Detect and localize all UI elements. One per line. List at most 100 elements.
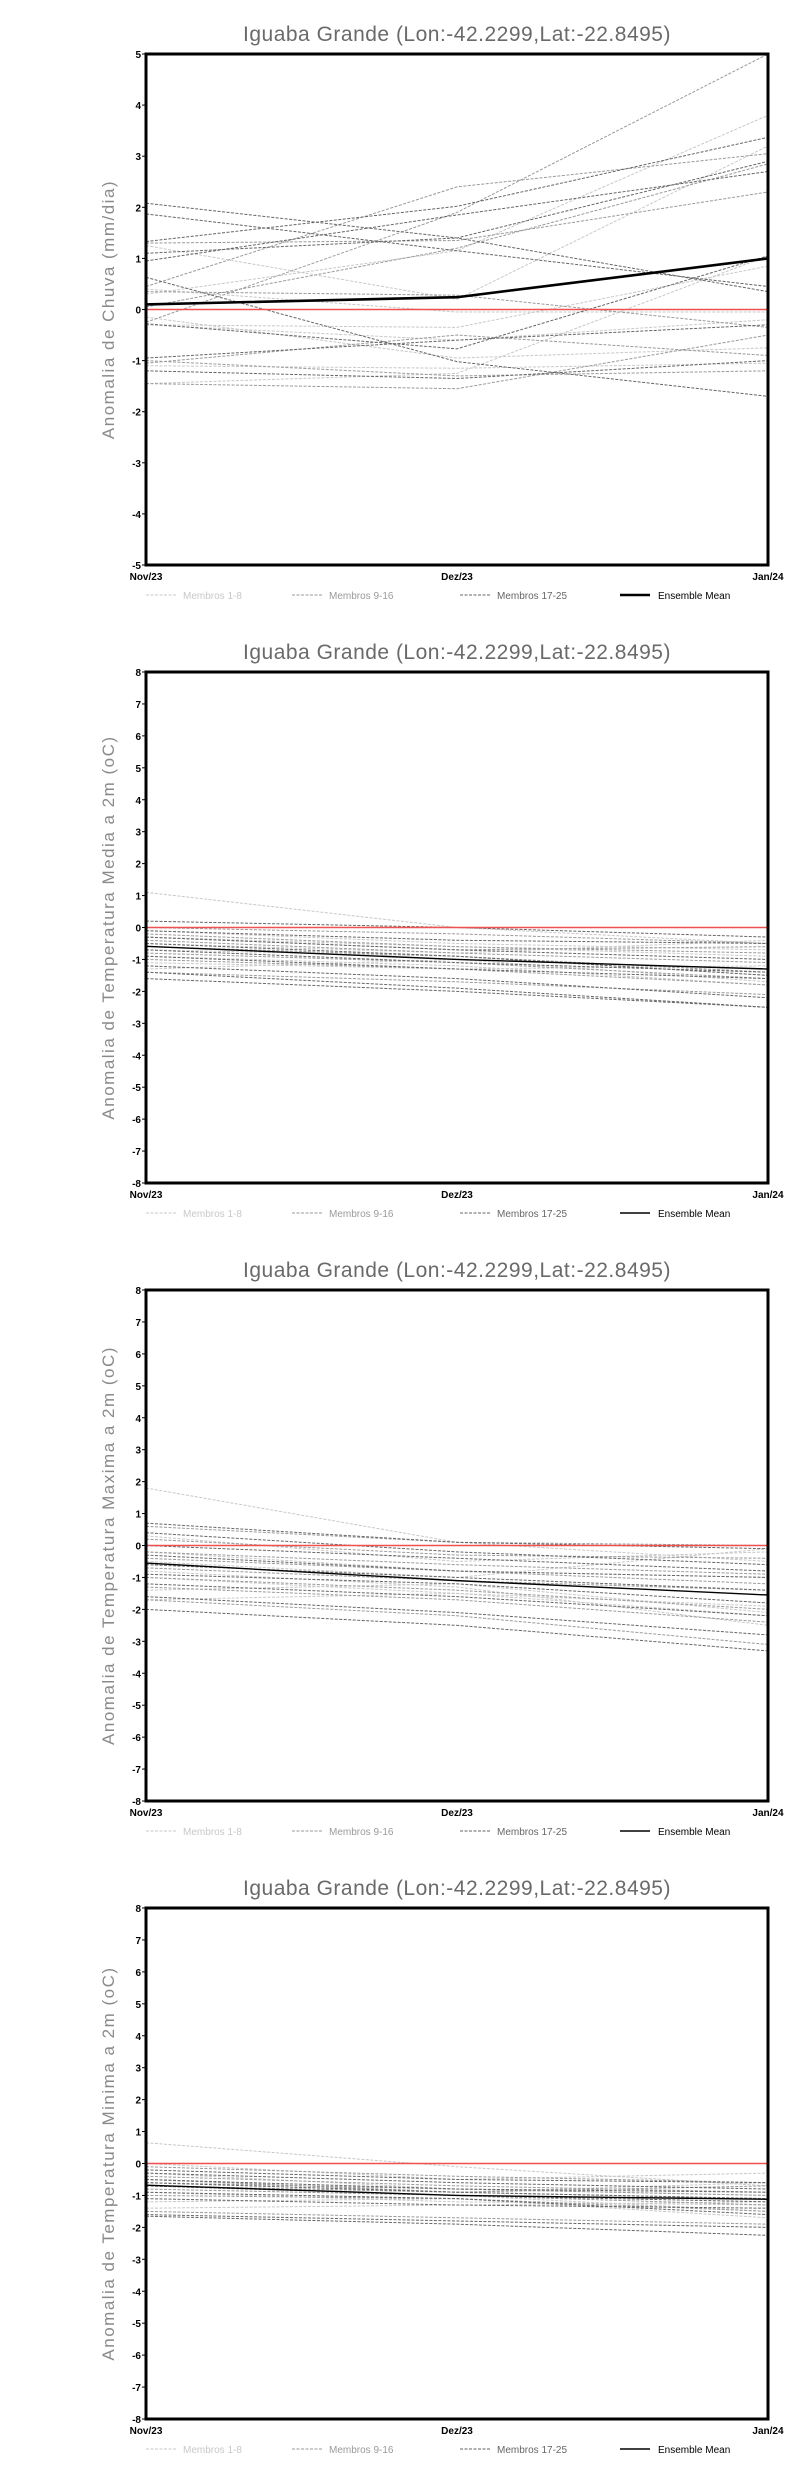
member-line-members-1-8	[145, 362, 769, 369]
y-tick-label: -2	[132, 408, 141, 419]
member-line-members-1-8	[145, 1570, 769, 1626]
chart-temp-max: Iguaba Grande (Lon:-42.2299,Lat:-22.8495…	[99, 1259, 784, 1838]
member-line-members-9-16	[145, 1599, 769, 1646]
member-line-members-9-16	[145, 334, 769, 390]
member-line-members-9-16	[145, 1538, 769, 1559]
y-tick-label: -7	[132, 2383, 141, 2394]
x-tick-label: Dez/23	[441, 2426, 473, 2437]
legend-label: Membros 9-16	[329, 1827, 394, 1838]
plot-frame	[144, 52, 770, 567]
legend-label: Membros 1-8	[183, 2445, 242, 2456]
y-tick-label: 4	[135, 796, 141, 807]
y-tick-label: 8	[135, 668, 141, 679]
legend-label: Membros 17-25	[497, 591, 567, 602]
y-tick-label: -8	[132, 1797, 141, 1808]
member-line-members-9-16	[145, 191, 769, 244]
y-tick-label: 1	[135, 2128, 141, 2139]
member-line-members-17-25	[145, 2178, 769, 2193]
y-tick-label: 3	[135, 2064, 141, 2075]
member-line-members-1-8	[145, 319, 769, 341]
member-line-members-9-16	[145, 971, 769, 996]
x-tick-label: Jan/24	[752, 1190, 784, 1201]
plot-frame	[144, 1288, 770, 1803]
y-tick-label: 2	[135, 2096, 141, 2107]
member-line-members-17-25	[145, 360, 769, 379]
y-tick-label: 8	[135, 1286, 141, 1297]
y-tick-label: -3	[132, 459, 141, 470]
member-line-members-9-16	[145, 2166, 769, 2184]
y-tick-label: -7	[132, 1147, 141, 1158]
y-tick-label: 7	[135, 700, 141, 711]
member-line-members-17-25	[145, 1583, 769, 1617]
y-tick-label: 4	[135, 2032, 141, 2043]
member-line-members-1-8	[145, 2191, 769, 2206]
legend-label: Membros 1-8	[183, 591, 242, 602]
member-line-members-17-25	[145, 965, 769, 999]
plot-frame	[144, 1906, 770, 2421]
ensemble-mean-line	[145, 945, 769, 970]
y-tick-label: -8	[132, 2415, 141, 2426]
y-tick-label: -2	[132, 2223, 141, 2234]
x-tick-label: Jan/24	[752, 1808, 784, 1819]
member-line-members-9-16	[145, 291, 769, 328]
member-line-members-17-25	[145, 1532, 769, 1566]
y-tick-label: 3	[135, 152, 141, 163]
member-line-members-9-16	[145, 939, 769, 964]
member-line-members-1-8	[145, 316, 769, 359]
member-line-members-17-25	[145, 930, 769, 944]
member-line-members-1-8	[145, 955, 769, 986]
y-tick-label: -5	[132, 1701, 141, 1712]
member-line-members-9-16	[145, 2210, 769, 2225]
chart-title: Iguaba Grande (Lon:-42.2299,Lat:-22.8495…	[243, 1877, 671, 1900]
y-tick-label: -6	[132, 1115, 141, 1126]
member-line-members-17-25	[145, 2214, 769, 2228]
y-tick-label: -5	[132, 561, 141, 572]
member-line-members-17-25	[145, 2182, 769, 2200]
y-axis-label: Anomalia de Temperatura Minima a 2m (oC)	[99, 1966, 118, 2360]
y-axis-label: Anomalia de Chuva (mm/dia)	[99, 180, 118, 439]
y-tick-label: -4	[132, 1669, 141, 1680]
y-tick-label: 7	[135, 1936, 141, 1947]
member-line-members-9-16	[145, 933, 769, 954]
y-tick-label: 7	[135, 1318, 141, 1329]
legend-label: Ensemble Mean	[658, 1209, 730, 1220]
member-line-members-9-16	[145, 360, 769, 377]
member-line-members-9-16	[145, 334, 769, 364]
member-line-members-9-16	[145, 2175, 769, 2193]
y-tick-label: 4	[135, 1414, 141, 1425]
legend-label: Membros 9-16	[329, 2445, 394, 2456]
x-tick-label: Dez/23	[441, 572, 473, 583]
y-tick-label: 1	[135, 1510, 141, 1521]
legend-label: Membros 17-25	[497, 2445, 567, 2456]
chart-title: Iguaba Grande (Lon:-42.2299,Lat:-22.8495…	[243, 1259, 671, 1282]
y-tick-label: 2	[135, 860, 141, 871]
member-line-members-17-25	[145, 978, 769, 1008]
member-line-members-17-25	[145, 1522, 769, 1550]
chart-temp-mean: Iguaba Grande (Lon:-42.2299,Lat:-22.8495…	[99, 641, 784, 1220]
y-tick-label: 1	[135, 254, 141, 265]
member-line-members-17-25	[145, 1573, 769, 1604]
y-tick-label: -7	[132, 1765, 141, 1776]
member-line-members-1-8	[145, 2142, 769, 2187]
y-tick-label: 6	[135, 732, 141, 743]
y-tick-label: -1	[132, 2191, 141, 2202]
member-line-members-9-16	[145, 1551, 769, 1575]
legend-label: Membros 9-16	[329, 591, 394, 602]
legend-label: Ensemble Mean	[658, 1827, 730, 1838]
y-tick-label: 4	[135, 101, 141, 112]
member-line-members-17-25	[145, 136, 769, 243]
member-line-members-1-8	[145, 2163, 769, 2180]
member-line-members-17-25	[145, 1608, 769, 1652]
y-tick-label: 5	[135, 2000, 141, 2011]
y-tick-label: 5	[135, 764, 141, 775]
member-line-members-1-8	[145, 145, 769, 300]
member-line-members-17-25	[145, 324, 769, 359]
legend-label: Membros 1-8	[183, 1209, 242, 1220]
y-tick-label: -1	[132, 1573, 141, 1584]
member-line-members-9-16	[145, 153, 769, 287]
member-line-members-9-16	[145, 927, 769, 944]
x-tick-label: Nov/23	[130, 1190, 163, 1201]
ensemble-mean-line	[145, 2184, 769, 2200]
y-tick-label: 5	[135, 1382, 141, 1393]
